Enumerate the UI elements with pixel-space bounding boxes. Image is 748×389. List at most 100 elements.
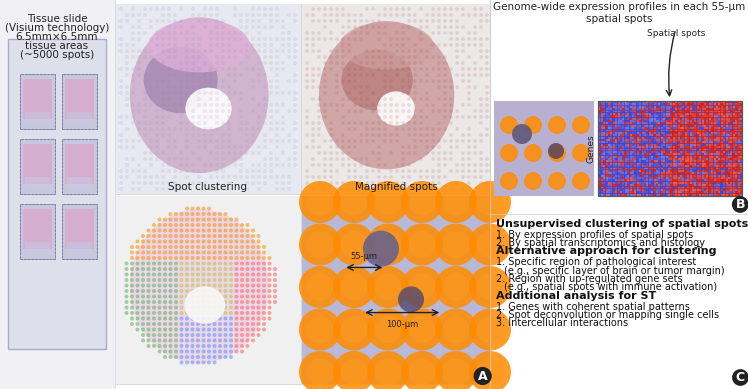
Circle shape — [389, 121, 393, 125]
Circle shape — [196, 294, 200, 298]
Circle shape — [468, 133, 470, 137]
Circle shape — [407, 67, 411, 71]
Bar — [643, 193, 646, 196]
Circle shape — [281, 121, 285, 125]
Circle shape — [425, 97, 429, 101]
Bar — [677, 108, 680, 110]
Bar — [627, 122, 630, 125]
Bar — [613, 129, 616, 132]
Bar — [699, 162, 702, 165]
Bar — [677, 174, 680, 177]
Bar — [738, 100, 740, 103]
Circle shape — [383, 109, 387, 113]
Bar — [615, 136, 618, 139]
Circle shape — [212, 245, 216, 249]
Bar — [738, 160, 740, 163]
Bar — [653, 188, 656, 191]
Circle shape — [407, 115, 411, 119]
Circle shape — [167, 31, 171, 35]
Bar — [634, 174, 637, 177]
Bar — [663, 158, 666, 160]
Bar — [631, 117, 634, 120]
Bar — [687, 124, 690, 127]
Bar — [687, 155, 690, 158]
Bar — [658, 145, 661, 149]
Bar — [682, 129, 685, 132]
Circle shape — [185, 311, 189, 315]
Bar — [672, 119, 675, 123]
Circle shape — [207, 245, 211, 249]
Bar — [658, 193, 661, 196]
Bar — [684, 153, 687, 156]
Bar — [718, 191, 721, 194]
Bar — [62, 74, 97, 129]
Circle shape — [419, 139, 423, 143]
Circle shape — [263, 163, 267, 167]
Circle shape — [377, 175, 381, 179]
Bar — [631, 193, 634, 196]
Circle shape — [437, 163, 441, 167]
Bar — [622, 155, 625, 158]
Bar — [713, 108, 716, 110]
Bar — [687, 172, 690, 175]
Circle shape — [293, 13, 297, 17]
Bar — [598, 122, 601, 125]
Circle shape — [235, 338, 239, 342]
Bar — [726, 151, 728, 153]
Circle shape — [245, 338, 250, 342]
Bar — [649, 134, 652, 137]
Circle shape — [395, 49, 399, 53]
Bar — [629, 165, 632, 168]
Bar — [738, 122, 740, 125]
Circle shape — [152, 251, 156, 254]
Circle shape — [180, 267, 183, 271]
Circle shape — [173, 187, 177, 191]
Bar — [701, 145, 704, 149]
Circle shape — [141, 311, 145, 315]
Circle shape — [341, 43, 345, 47]
Circle shape — [572, 116, 590, 134]
Circle shape — [185, 139, 189, 143]
Bar — [738, 181, 740, 184]
Bar — [629, 136, 632, 139]
Bar — [730, 129, 733, 132]
Bar — [723, 145, 726, 149]
Bar — [607, 167, 610, 170]
Bar — [682, 181, 685, 184]
Bar — [631, 167, 634, 170]
Circle shape — [149, 97, 153, 101]
Bar — [699, 160, 702, 163]
Bar — [658, 148, 661, 151]
Bar — [658, 188, 661, 191]
Bar — [682, 191, 685, 194]
Circle shape — [335, 169, 339, 173]
Bar — [631, 160, 634, 163]
Circle shape — [275, 61, 279, 65]
Circle shape — [163, 278, 167, 282]
Circle shape — [158, 289, 162, 293]
Bar — [706, 145, 709, 149]
Bar — [694, 115, 697, 117]
Bar — [610, 167, 613, 170]
Bar — [619, 174, 622, 177]
Bar — [732, 174, 735, 177]
Bar — [619, 151, 622, 153]
Bar — [706, 177, 709, 179]
Bar — [619, 155, 622, 158]
Circle shape — [218, 261, 222, 266]
Bar — [718, 115, 721, 117]
Circle shape — [235, 251, 239, 254]
Circle shape — [245, 317, 250, 321]
Bar — [672, 172, 675, 175]
Bar — [738, 158, 740, 160]
Circle shape — [124, 294, 129, 298]
Bar — [649, 153, 652, 156]
Bar — [732, 119, 735, 123]
Bar — [643, 100, 646, 103]
Bar — [713, 129, 716, 132]
Bar — [699, 153, 702, 156]
Circle shape — [524, 144, 542, 162]
Circle shape — [240, 311, 244, 315]
Bar — [699, 145, 702, 149]
Bar — [675, 181, 678, 184]
